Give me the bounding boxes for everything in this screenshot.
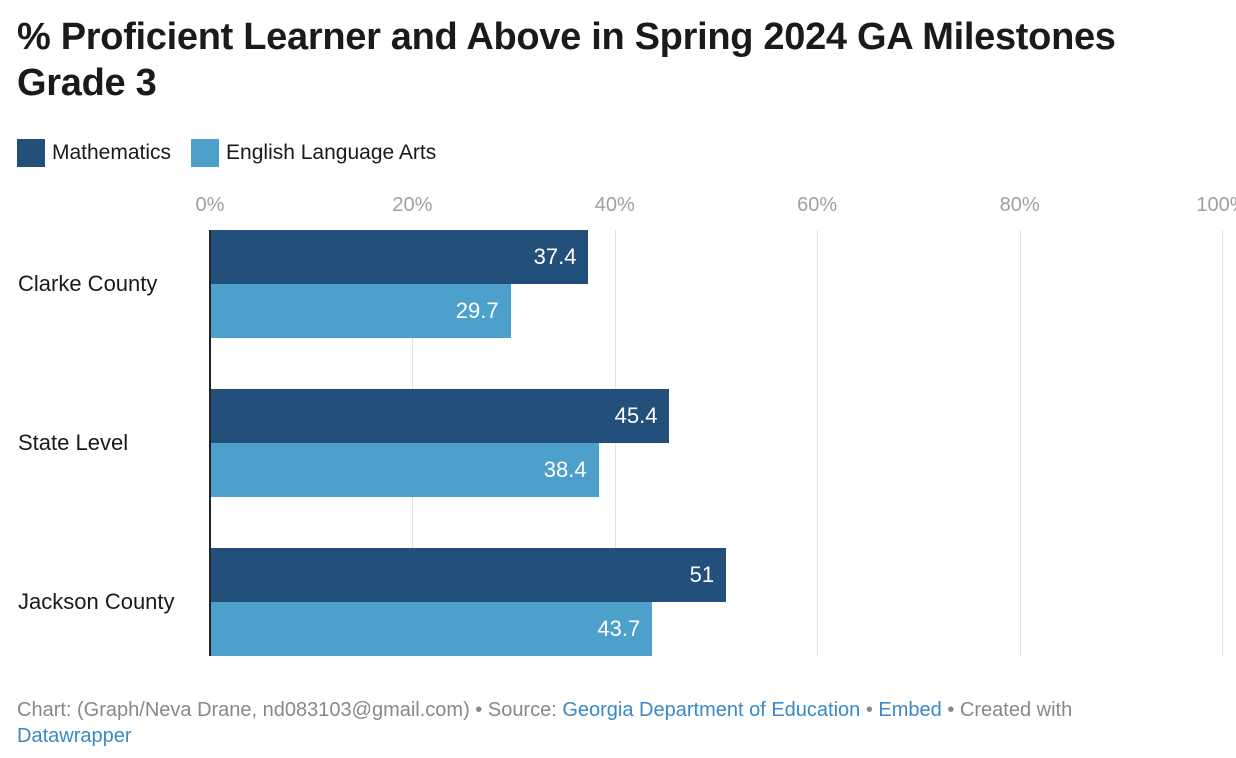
source-link[interactable]: Georgia Department of Education <box>562 699 861 721</box>
bar: 51 <box>210 548 727 602</box>
legend-label: English Language Arts <box>226 141 437 164</box>
footer-separator: • <box>860 699 879 721</box>
data-label: 37.4 <box>533 244 577 269</box>
legend-swatch-ela <box>191 139 220 167</box>
legend-item-mathematics: Mathematics <box>17 139 171 167</box>
y-axis-line <box>209 230 211 656</box>
x-tick-label: 0% <box>195 194 225 216</box>
footer-created: • Created with <box>941 699 1073 721</box>
gridline <box>614 230 616 656</box>
x-tick-label: 20% <box>392 194 433 216</box>
bar: 38.4 <box>210 443 599 497</box>
footer: Chart: (Graph/Neva Drane, nd083103@gmail… <box>17 697 1217 749</box>
gridline <box>1222 230 1223 656</box>
legend-swatch-mathematics <box>17 139 45 167</box>
x-tick-label: 100% <box>1196 194 1236 216</box>
x-tick-label: 40% <box>594 194 635 216</box>
data-label: 51 <box>689 562 715 587</box>
category-label: State Level <box>18 430 129 455</box>
legend-item-ela: English Language Arts <box>191 139 436 167</box>
gridline <box>1019 230 1021 656</box>
footer-credit: Chart: (Graph/Neva Drane, nd083103@gmail… <box>17 699 563 721</box>
bar: 37.4 <box>210 230 589 284</box>
category-label: Jackson County <box>18 589 175 614</box>
data-label: 45.4 <box>614 403 658 428</box>
bar: 29.7 <box>210 284 511 338</box>
category-label: Clarke County <box>18 271 158 296</box>
data-label: 29.7 <box>455 298 499 323</box>
chart-title: % Proficient Learner and Above in Spring… <box>17 16 1116 104</box>
gridline <box>817 230 819 656</box>
legend-label: Mathematics <box>52 141 172 164</box>
x-tick-label: 80% <box>999 194 1040 216</box>
legend: Mathematics English Language Arts <box>17 139 456 167</box>
data-label: 38.4 <box>543 457 587 482</box>
bar: 45.4 <box>210 389 670 443</box>
datawrapper-link[interactable]: Datawrapper <box>17 725 132 747</box>
bar: 43.7 <box>210 602 653 656</box>
data-label: 43.7 <box>597 616 641 641</box>
embed-link[interactable]: Embed <box>878 699 942 721</box>
x-tick-label: 60% <box>797 194 838 216</box>
